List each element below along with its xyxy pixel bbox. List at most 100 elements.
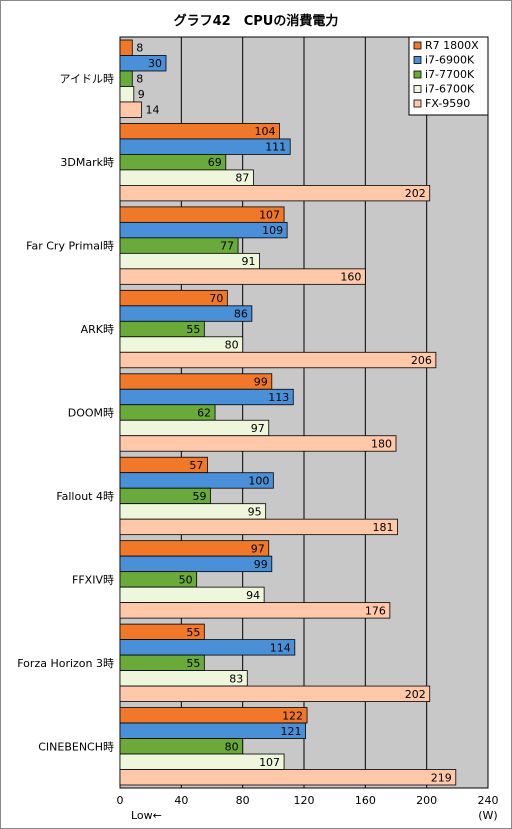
data-label: 107	[259, 209, 280, 222]
data-label: 30	[148, 57, 162, 70]
data-label: 83	[229, 672, 243, 685]
category-label: Fallout 4時	[56, 490, 114, 503]
category-labels: アイドル時 3DMark時 Far Cry Primal時 ARK時 DOOM時 Fall…	[17, 73, 114, 754]
bar	[119, 55, 167, 72]
bar	[119, 86, 135, 103]
x-tick-label: 80	[236, 794, 250, 807]
bar	[119, 503, 267, 520]
bar	[119, 268, 366, 285]
data-label: 59	[192, 490, 206, 503]
data-label: 70	[209, 292, 223, 305]
x-tick-label: 40	[174, 794, 188, 807]
x-tick-label: 200	[416, 794, 437, 807]
data-label: 111	[265, 141, 286, 154]
bar	[119, 351, 437, 369]
legend-swatch	[413, 41, 422, 50]
bar	[119, 639, 296, 656]
data-label: 87	[235, 172, 249, 185]
data-label: 62	[197, 407, 211, 420]
data-label: 69	[208, 156, 222, 169]
data-label: 57	[189, 459, 203, 472]
data-label: 113	[268, 391, 289, 404]
bar	[119, 39, 133, 56]
data-label: 8	[136, 42, 143, 55]
category-label: ARK時	[81, 323, 114, 336]
x-axis-low-label: Low←	[131, 809, 162, 822]
data-label: 181	[373, 521, 394, 534]
data-label: 55	[186, 657, 200, 670]
bar	[119, 419, 270, 437]
x-tick-labels: 0 40 80 120 160 200 240	[117, 794, 499, 807]
chart-title: グラフ42 CPUの消費電力	[174, 13, 339, 29]
data-label: 104	[254, 125, 275, 138]
data-label: 160	[340, 271, 361, 284]
bar	[119, 707, 308, 724]
data-label: 97	[251, 422, 265, 435]
data-label: 55	[186, 626, 200, 639]
bar	[119, 435, 397, 452]
data-label: 14	[145, 104, 159, 117]
data-label: 114	[270, 641, 291, 654]
legend-entry: i7-6900K	[425, 54, 475, 67]
bar	[119, 540, 270, 557]
category-label: DOOM時	[68, 407, 114, 420]
data-label: 94	[246, 589, 260, 602]
legend-entry: R7 1800X	[425, 39, 479, 52]
bar	[119, 722, 306, 739]
data-label: 107	[259, 756, 280, 769]
x-axis-unit-label: (W)	[478, 809, 497, 822]
legend-box	[408, 36, 489, 116]
bar	[119, 670, 248, 687]
data-label: 77	[220, 240, 234, 253]
category-label: Forza Horizon 3時	[17, 657, 114, 670]
legend-swatch	[413, 56, 422, 64]
category-label: 3DMark時	[60, 156, 114, 169]
legend-swatch	[413, 70, 422, 79]
data-label: 86	[234, 308, 248, 321]
bar	[119, 685, 431, 702]
data-label: 206	[411, 354, 432, 367]
category-label: FFXIV時	[72, 573, 114, 586]
data-label: 50	[179, 573, 193, 586]
bar	[119, 184, 431, 202]
data-label: 9	[138, 88, 145, 101]
data-label: 202	[405, 187, 426, 200]
bar	[119, 602, 391, 619]
data-label: 99	[254, 376, 268, 389]
data-label: 176	[365, 604, 386, 617]
data-label: 202	[405, 688, 426, 701]
legend-entry: i7-7700K	[425, 68, 475, 81]
data-label: 80	[225, 740, 239, 753]
data-label: 100	[248, 474, 269, 487]
category-label: CINEBENCH時	[38, 740, 114, 753]
x-tick-label: 240	[478, 794, 499, 807]
bar	[119, 373, 273, 390]
bar	[119, 555, 273, 573]
bars: 8 30 8 914 104 111 69 87 202 107 109 77 91 160 70 86 55 8…	[119, 39, 457, 786]
bar	[119, 70, 133, 87]
data-label: 180	[371, 437, 392, 450]
data-label: 91	[242, 255, 256, 268]
category-label: アイドル時	[60, 73, 114, 86]
legend-swatch	[413, 85, 422, 93]
legend-entry: FX-9590	[425, 97, 470, 110]
data-label: 121	[281, 725, 302, 738]
legend-entry: i7-6700K	[425, 83, 475, 96]
bar	[119, 101, 142, 118]
bar	[119, 169, 254, 186]
bar	[119, 252, 260, 270]
data-label: 55	[186, 323, 200, 336]
bar	[119, 769, 457, 786]
x-tick-label: 120	[294, 794, 315, 807]
x-tick-label: 0	[117, 794, 124, 807]
data-label: 8	[136, 73, 143, 86]
data-label: 97	[251, 542, 265, 555]
data-label: 122	[282, 709, 303, 722]
data-label: 95	[248, 505, 262, 518]
bar	[119, 586, 265, 604]
data-label: 99	[254, 558, 268, 571]
bar	[119, 518, 398, 536]
x-tick-label: 160	[355, 794, 376, 807]
